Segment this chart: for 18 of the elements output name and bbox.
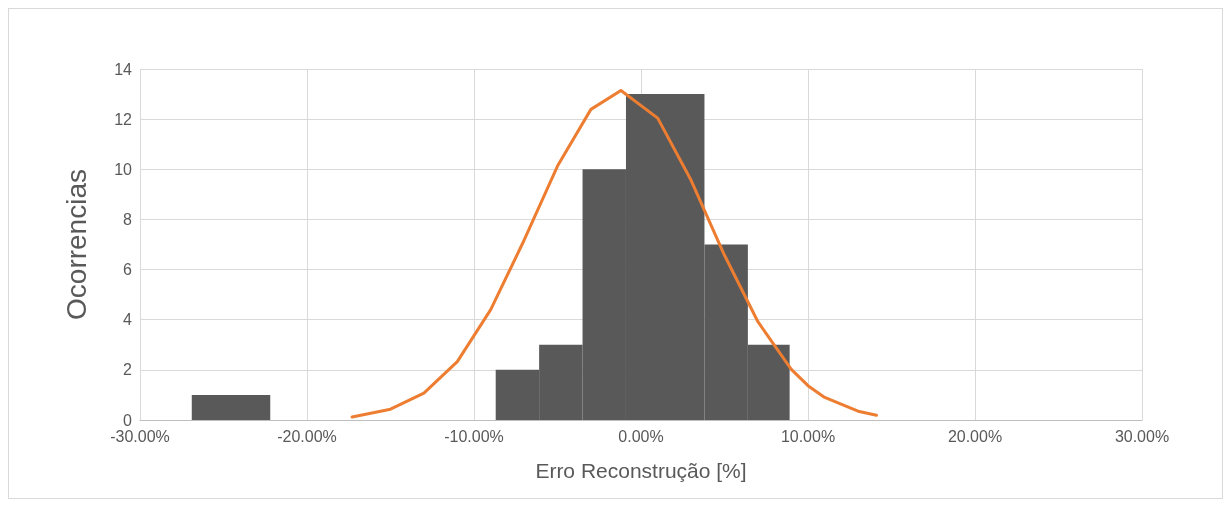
x-tick-label: 30.00% bbox=[1114, 427, 1170, 445]
x-tick-label: 10.00% bbox=[780, 427, 836, 445]
y-tick-label: 14 bbox=[114, 60, 133, 78]
x-tick-label: 0.00% bbox=[618, 427, 664, 445]
y-tick-label: 0 bbox=[123, 411, 133, 429]
x-tick-label: -10.00% bbox=[444, 427, 504, 445]
line-series bbox=[350, 89, 878, 419]
y-tick-label: 2 bbox=[123, 361, 133, 379]
x-axis-title: Erro Reconstrução [%] bbox=[535, 459, 747, 482]
x-tick-label: 20.00% bbox=[947, 427, 1003, 445]
y-tick-label: 4 bbox=[123, 311, 133, 329]
x-tick-label: -20.00% bbox=[277, 427, 337, 445]
y-axis-title: Ocorrencias bbox=[60, 169, 92, 320]
y-tick-label: 6 bbox=[123, 261, 133, 279]
x-tick-label: -30.00% bbox=[110, 427, 170, 445]
y-tick-label: 12 bbox=[114, 110, 133, 128]
y-tick-label: 8 bbox=[123, 210, 133, 228]
y-tick-label: 10 bbox=[114, 160, 133, 178]
